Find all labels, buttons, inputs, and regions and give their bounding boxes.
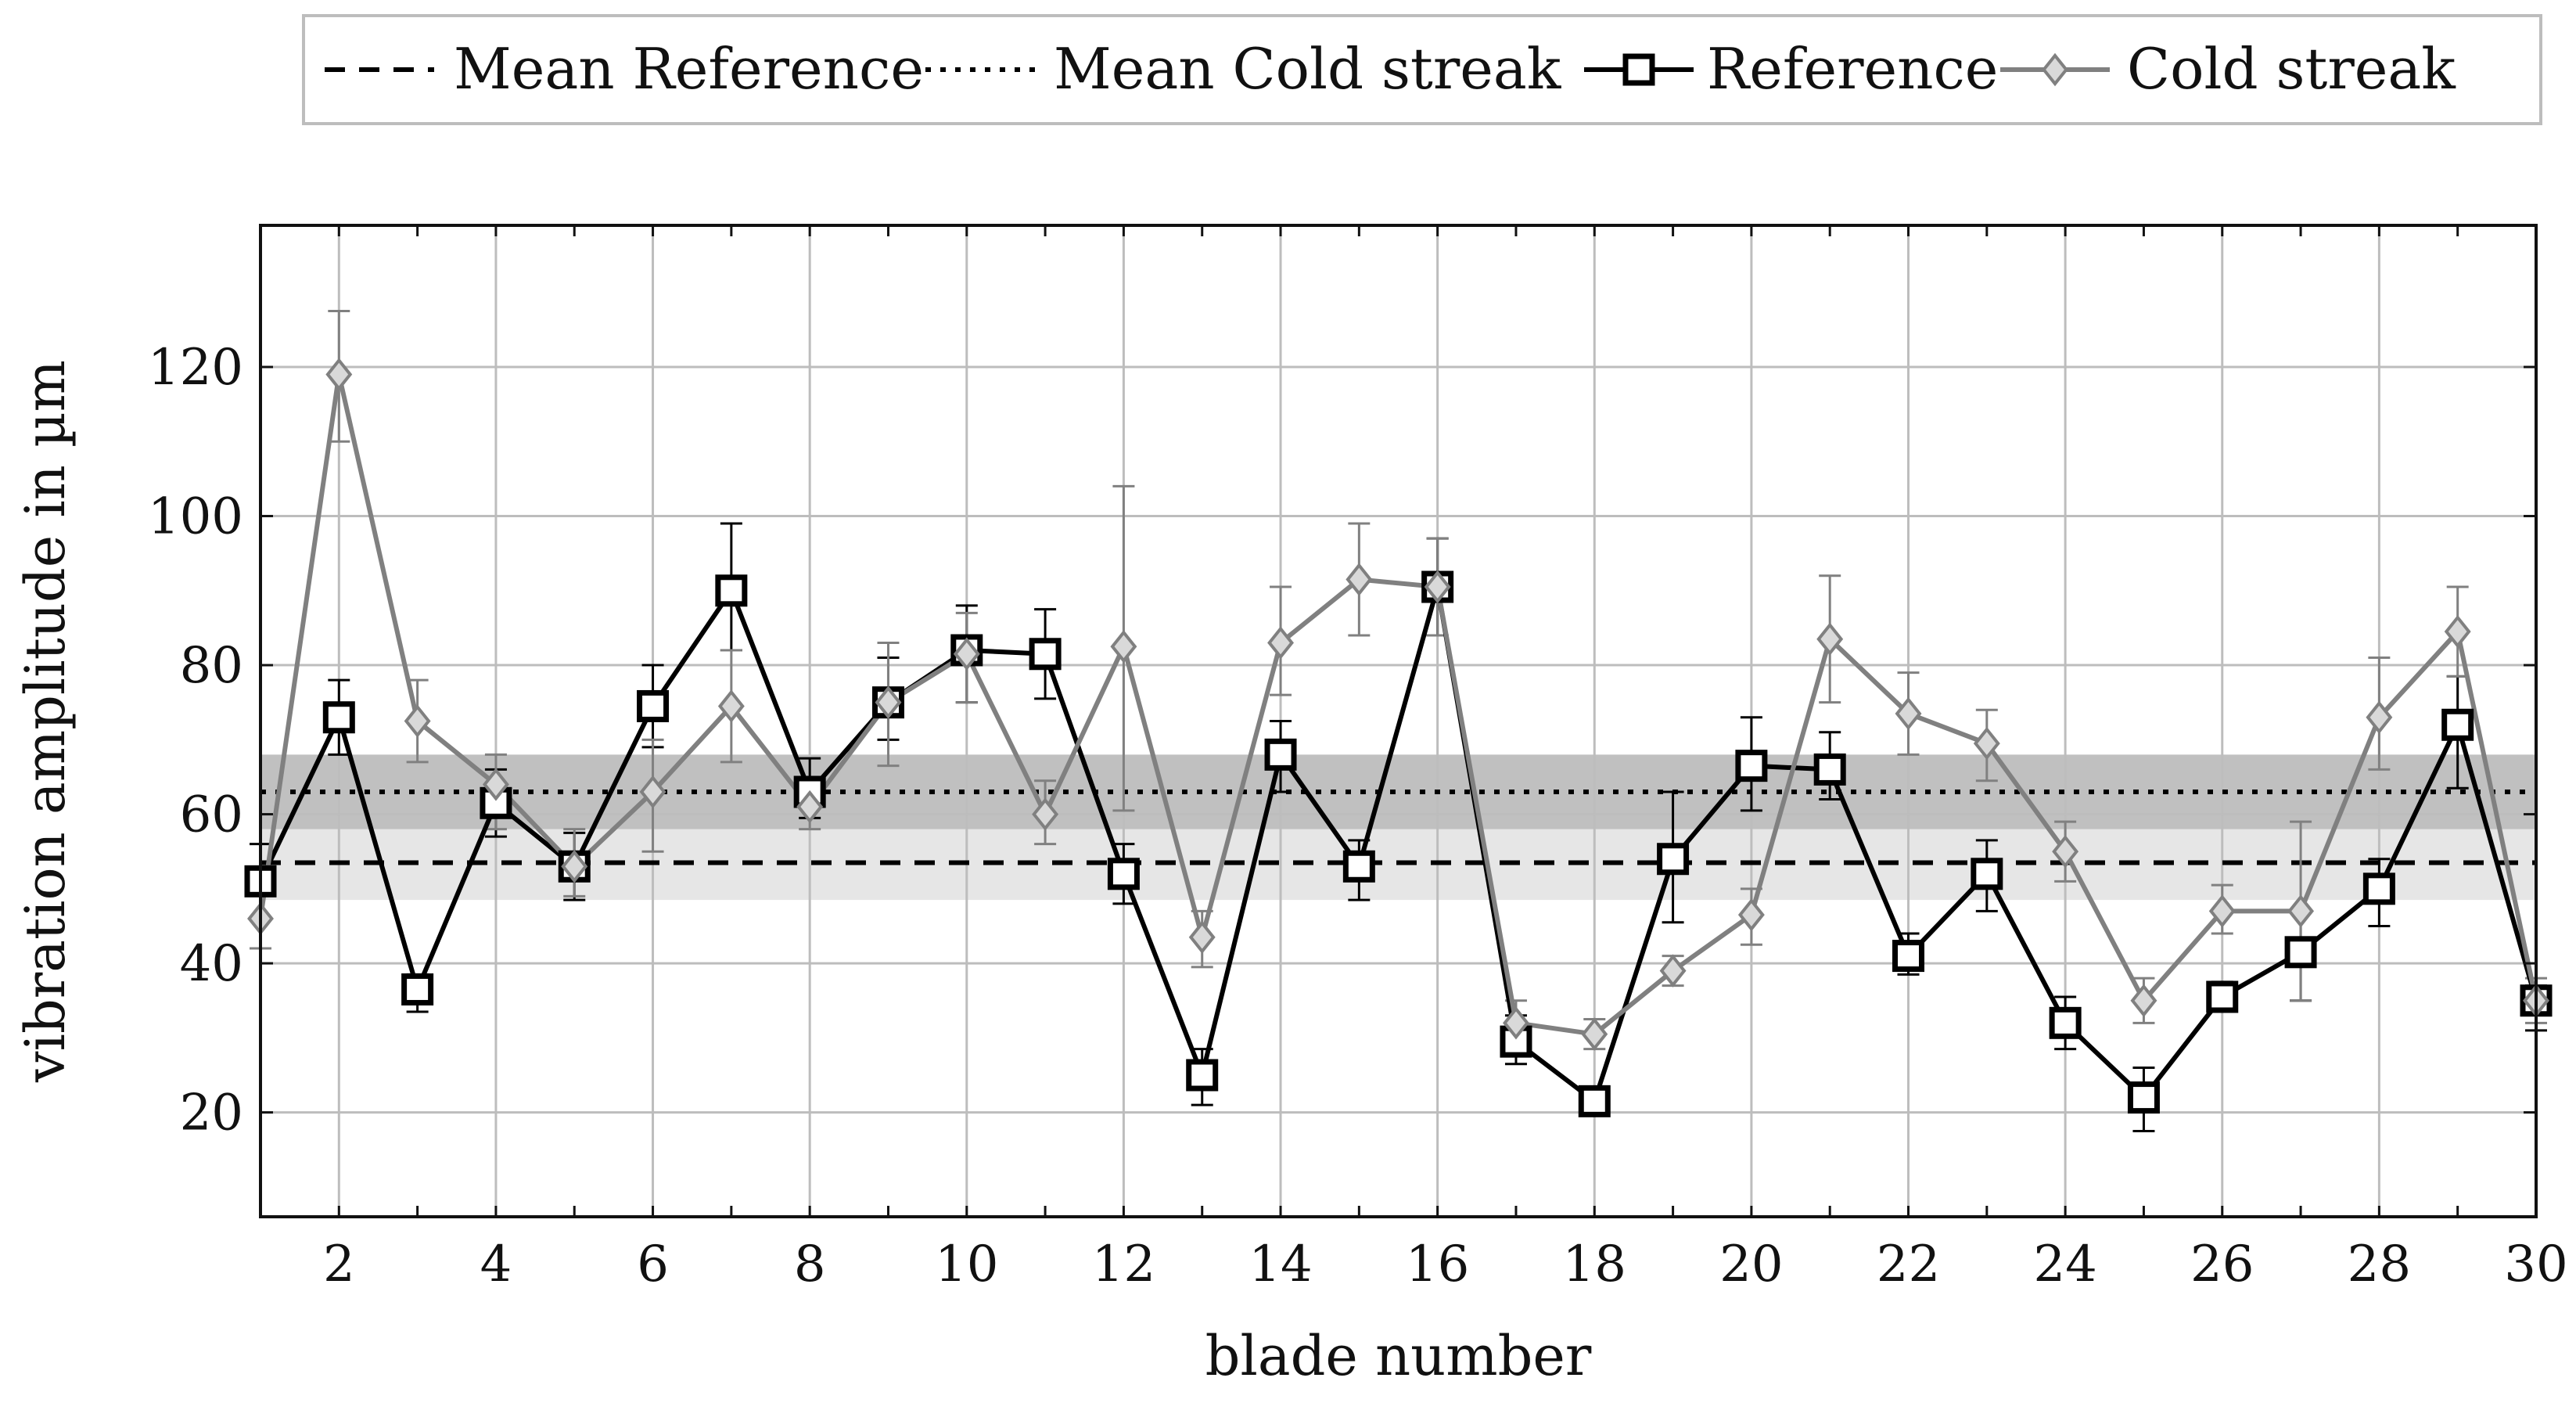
series-lines (258, 372, 2538, 1104)
reference-point (401, 973, 434, 1005)
cold-streak-point (796, 790, 824, 824)
cold-streak-point (325, 358, 353, 391)
reference-point (1186, 1059, 1219, 1092)
reference-point (2206, 980, 2239, 1013)
y-tick-label: 60 (180, 786, 243, 844)
x-tick-label: 30 (2504, 1236, 2567, 1293)
cold-streak-point (2208, 894, 2236, 928)
cold-streak-point (1110, 630, 1137, 664)
reference-point (1264, 738, 1297, 771)
cold-streak-point (1816, 622, 1844, 656)
cold-streak-point (1188, 920, 1216, 954)
x-tick-label: 10 (935, 1236, 998, 1293)
legend-label: Mean Cold streak (1054, 36, 1562, 102)
x-tick-label: 2 (323, 1236, 355, 1293)
y-axis-label: vibration amplitude in µm (13, 360, 77, 1083)
cold-streak-point (1503, 1006, 1529, 1040)
cold-streak-point (404, 704, 431, 738)
cold-streak-point (953, 637, 980, 671)
reference-point (1657, 843, 1690, 876)
cold-streak-point (1895, 696, 1922, 731)
x-tick-label: 6 (637, 1236, 669, 1293)
cold-streak-point (1973, 726, 2000, 761)
y-tick-label: 100 (148, 488, 243, 546)
cold-streak-point (717, 689, 745, 723)
cold-streak-point (2366, 700, 2393, 734)
x-tick-label: 28 (2348, 1236, 2411, 1293)
reference-line (258, 585, 2538, 1104)
reference-point (637, 689, 670, 722)
y-axis-ticks: 20 40 60 80 100 120 (148, 339, 2536, 1142)
reference-point (2127, 1081, 2160, 1114)
legend-label: Mean Reference (454, 36, 924, 102)
cold-streak-point (2287, 894, 2315, 928)
x-axis-label: blade number (1205, 1324, 1592, 1388)
mean-lines (260, 790, 2536, 865)
x-tick-label: 12 (1092, 1236, 1155, 1293)
cold-streak-point (2052, 835, 2079, 869)
reference-point (2284, 936, 2317, 969)
cold-streak-point (639, 775, 666, 809)
y-tick-label: 20 (180, 1085, 243, 1142)
cold-streak-point (1737, 898, 1765, 932)
y-tick-label: 80 (180, 637, 243, 695)
plot-frame (259, 224, 2538, 1218)
x-tick-label: 20 (1719, 1236, 1783, 1293)
legend-box (302, 14, 2542, 125)
cold-streak-point (1659, 954, 1687, 987)
cold-streak-point (2130, 984, 2157, 1017)
x-tick-label: 4 (480, 1236, 512, 1293)
reference-point (1813, 753, 1846, 786)
chart-legend: Mean Reference Mean Cold streak Reference C… (302, 14, 2542, 125)
x-tick-label: 8 (794, 1236, 826, 1293)
series-markers (244, 358, 2553, 1117)
cold-streak-point (1581, 1017, 1608, 1051)
reference-point (2362, 872, 2395, 905)
x-tick-label: 16 (1406, 1236, 1469, 1293)
reference-point (1892, 940, 1925, 973)
y-tick-label: 120 (148, 339, 243, 397)
cold-streak-point (1267, 626, 1294, 660)
reference-point (2441, 708, 2474, 741)
x-axis-ticks: 2 4 6 8 10 12 14 16 18 20 22 24 26 28 30 (259, 225, 2568, 1293)
x-tick-label: 18 (1563, 1236, 1626, 1293)
reference-point (1107, 858, 1140, 890)
x-tick-label: 24 (2033, 1236, 2096, 1293)
reference-point (2049, 1006, 2082, 1039)
cold-streak-line (258, 372, 2538, 1037)
cold-streak-point (875, 685, 902, 719)
x-tick-label: 26 (2190, 1236, 2254, 1293)
reference-point (715, 574, 748, 607)
legend-label: Cold streak (2127, 36, 2456, 102)
cold-streak-point (2444, 614, 2471, 649)
cold-streak-point (482, 768, 509, 801)
reference-point (1029, 638, 1062, 671)
x-tick-label: 14 (1248, 1236, 1312, 1293)
y-tick-label: 40 (180, 935, 243, 993)
cold-streak-point (1032, 797, 1059, 831)
reference-point (1578, 1085, 1611, 1117)
reference-point (322, 701, 355, 734)
cold-streak-point (1424, 570, 1451, 604)
x-tick-label: 22 (1877, 1236, 1940, 1293)
reference-point (1342, 850, 1375, 883)
cold-streak-point (561, 850, 588, 883)
reference-point (1971, 858, 2003, 890)
cold-streak-point (1345, 563, 1373, 596)
legend-marker-cold-streak (2042, 52, 2068, 87)
mean-bands (260, 754, 2536, 901)
reference-point (1735, 750, 1768, 782)
legend-label: Reference (1707, 36, 1998, 102)
legend-marker-reference (1622, 53, 1655, 86)
